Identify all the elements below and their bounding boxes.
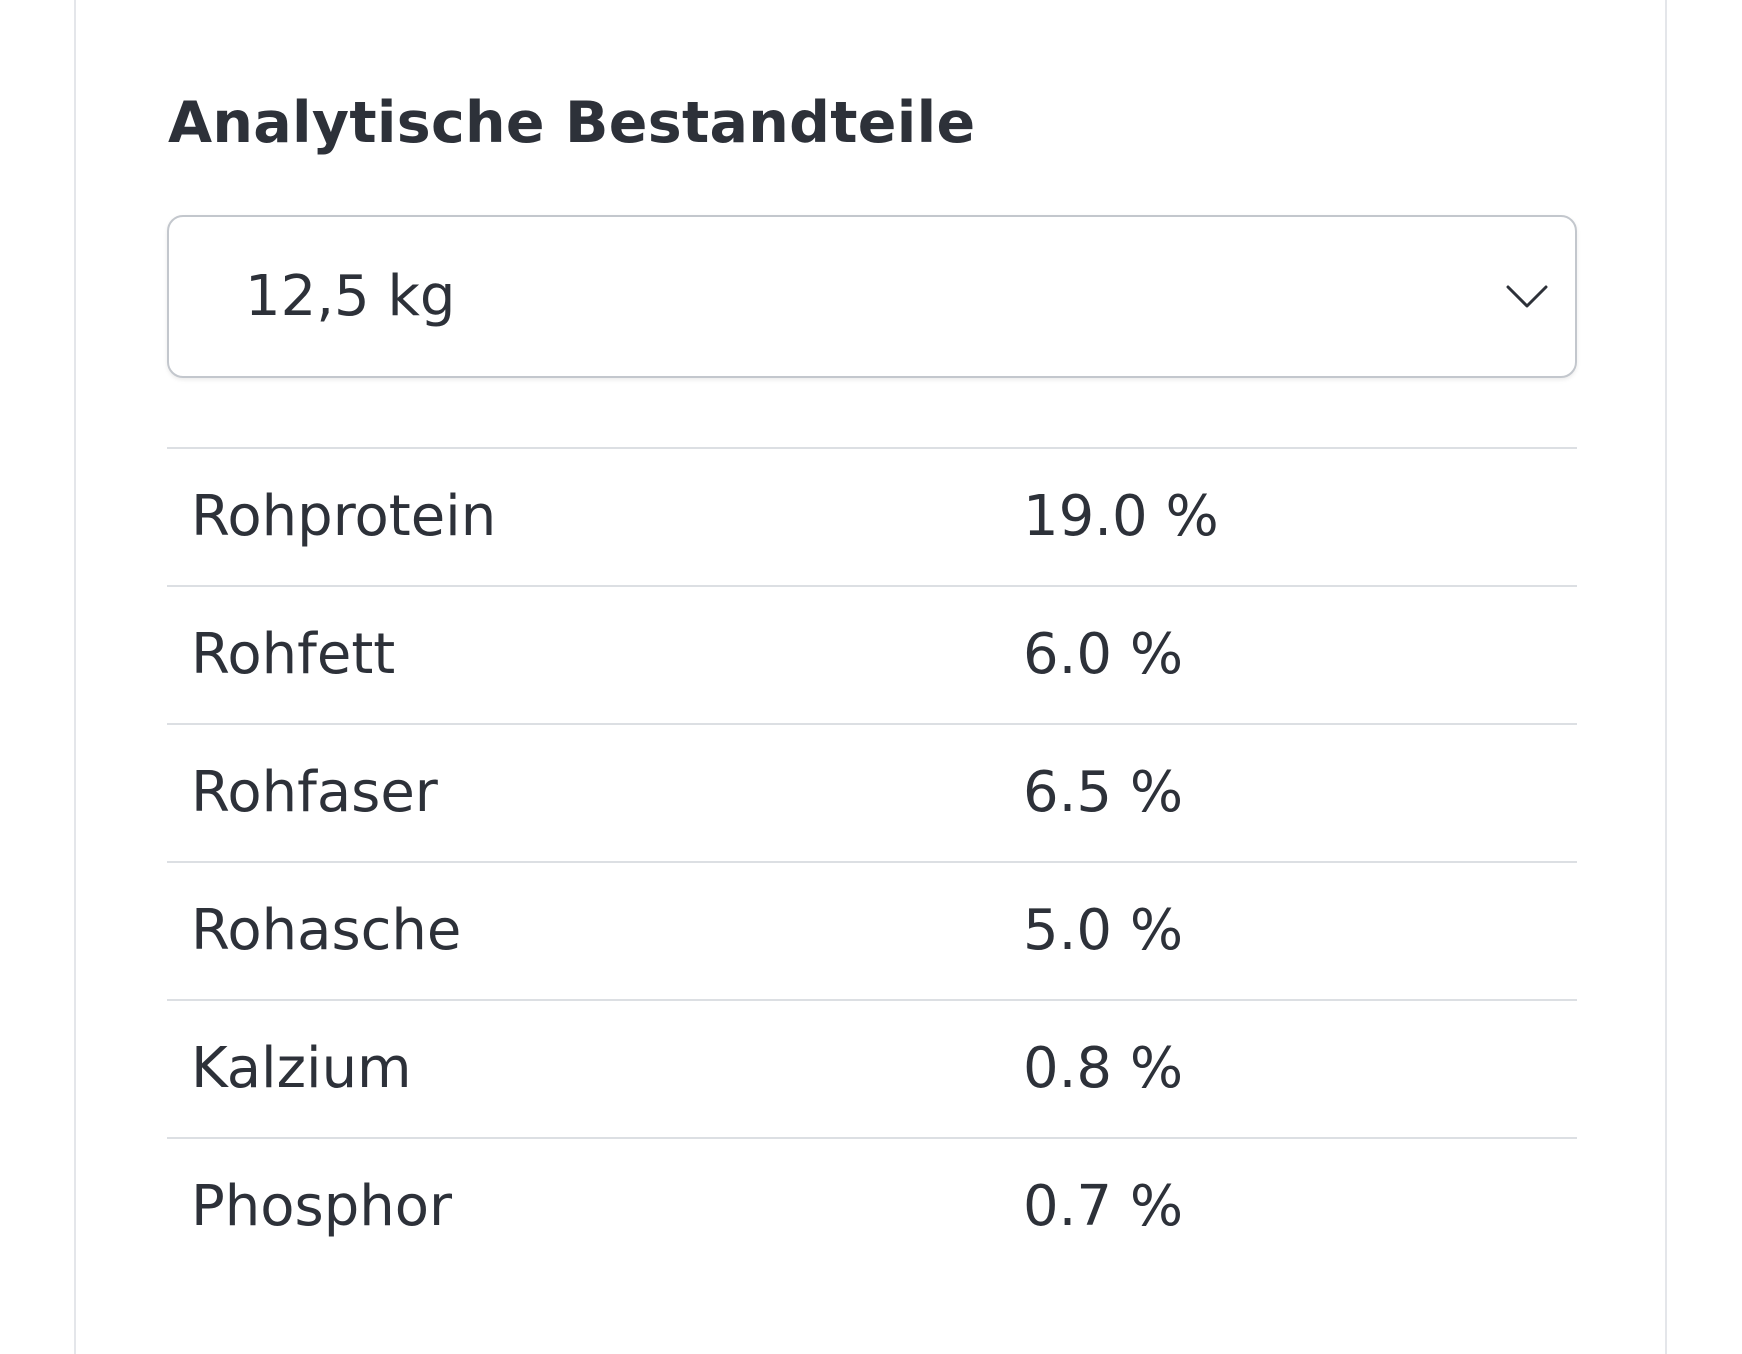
analysis-table: Rohprotein 19.0 % Rohfett 6.0 % Rohfaser…: [167, 447, 1577, 1275]
row-label: Kalzium: [191, 1036, 412, 1101]
size-select[interactable]: 12,5 kg: [167, 215, 1577, 378]
table-row: Rohfaser 6.5 %: [167, 723, 1577, 861]
row-value: 5.0 %: [1023, 898, 1184, 963]
row-value: 0.7 %: [1023, 1174, 1184, 1239]
row-value: 6.0 %: [1023, 622, 1184, 687]
table-row: Rohfett 6.0 %: [167, 585, 1577, 723]
row-label: Rohasche: [191, 898, 462, 963]
row-label: Rohprotein: [191, 484, 497, 549]
section-title: Analytische Bestandteile: [168, 90, 976, 156]
size-select-value: 12,5 kg: [245, 264, 456, 329]
chevron-down-icon: [1506, 285, 1548, 308]
row-value: 19.0 %: [1023, 484, 1219, 549]
row-value: 0.8 %: [1023, 1036, 1184, 1101]
row-label: Rohfaser: [191, 760, 438, 825]
table-row: Rohasche 5.0 %: [167, 861, 1577, 999]
row-label: Phosphor: [191, 1174, 453, 1239]
table-row: Rohprotein 19.0 %: [167, 447, 1577, 585]
row-label: Rohfett: [191, 622, 396, 687]
table-row: Kalzium 0.8 %: [167, 999, 1577, 1137]
row-value: 6.5 %: [1023, 760, 1184, 825]
product-info-card: [74, 0, 1667, 1354]
table-row: Phosphor 0.7 %: [167, 1137, 1577, 1275]
